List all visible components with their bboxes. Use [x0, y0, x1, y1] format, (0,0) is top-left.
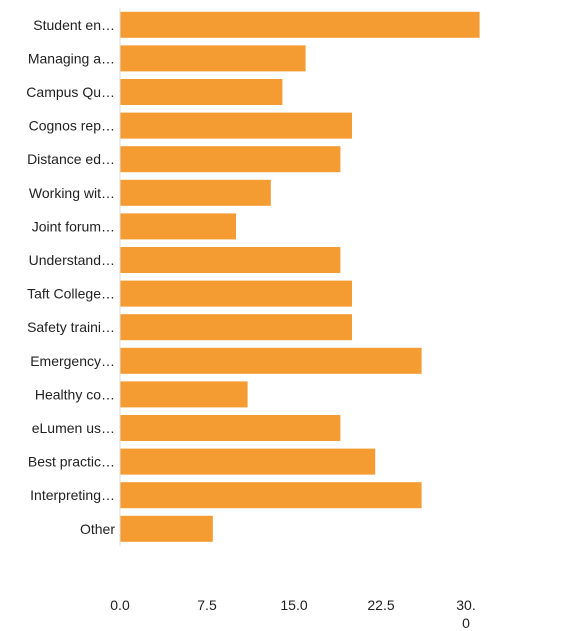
category-label-13: Best practic…: [28, 454, 115, 470]
category-label-15: Other: [80, 521, 115, 537]
bar-2: [120, 79, 283, 105]
category-label-9: Safety traini…: [27, 319, 115, 335]
bar-5: [120, 179, 271, 206]
bar-3: [120, 112, 352, 139]
bar-15: [120, 515, 213, 542]
category-label-14: Interpreting…: [30, 487, 115, 503]
category-labels: Student en… Managing a… Campus Qu… Cognos r…: [26, 17, 115, 537]
bar-0: [120, 11, 480, 38]
category-label-2: Campus Qu…: [26, 84, 115, 100]
category-label-5: Working wit…: [29, 185, 115, 201]
x-tick-label-2: 15.0: [280, 597, 307, 613]
bar-13: [120, 448, 376, 475]
bar-11: [120, 381, 248, 408]
x-tick-label-4: 30. 0: [456, 597, 475, 631]
category-label-8: Taft College…: [27, 286, 115, 302]
x-tick-label-3: 22.5: [367, 597, 394, 613]
bar-9: [120, 314, 352, 341]
bar-10: [120, 347, 422, 374]
bar-12: [120, 415, 341, 441]
x-tick-label-0: 0.0: [110, 597, 130, 613]
bar-7: [120, 247, 341, 273]
category-label-0: Student en…: [33, 17, 115, 33]
category-label-1: Managing a…: [28, 50, 115, 66]
category-label-4: Distance ed…: [27, 151, 115, 167]
category-label-10: Emergency…: [30, 353, 115, 369]
category-label-6: Joint forum…: [32, 218, 115, 234]
x-tick-label-1: 7.5: [197, 597, 217, 613]
bar-4: [120, 146, 341, 173]
category-label-12: eLumen us…: [32, 420, 115, 436]
bar-14: [120, 482, 422, 509]
bar-6: [120, 213, 236, 240]
category-label-3: Cognos rep…: [29, 118, 115, 134]
x-tick-labels: 0.0 7.5 15.0 22.5 30. 0: [110, 597, 475, 631]
category-label-11: Healthy co…: [35, 386, 115, 402]
bars-group: [120, 11, 480, 542]
bar-8: [120, 280, 352, 307]
bar-1: [120, 45, 306, 72]
category-label-7: Understand…: [29, 252, 115, 268]
